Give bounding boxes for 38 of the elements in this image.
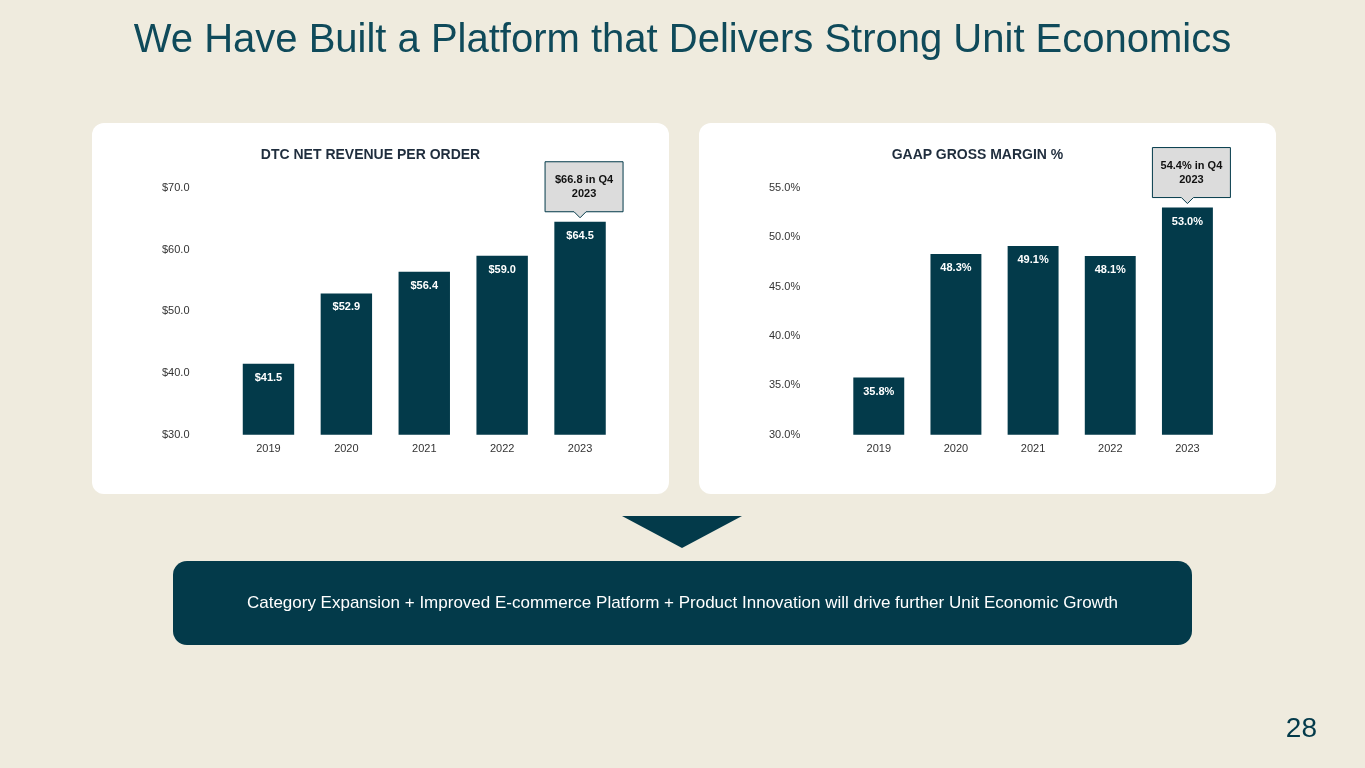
- data-label: $52.9: [332, 300, 361, 313]
- x-tick-label: 2020: [943, 442, 969, 455]
- data-label: $59.0: [488, 262, 516, 275]
- y-tick-label: 45.0%: [768, 279, 801, 292]
- y-tick-label: $60.0: [162, 242, 190, 255]
- data-label: $56.4: [410, 278, 439, 291]
- y-tick-label: $70.0: [162, 180, 190, 193]
- y-tick-label: 30.0%: [768, 427, 801, 440]
- x-tick-label: 2021: [1020, 442, 1046, 455]
- y-tick-label: 55.0%: [768, 180, 801, 193]
- annotation: 54.4% in Q4 2023: [1160, 158, 1224, 185]
- x-tick-label: 2023: [1175, 442, 1200, 455]
- data-label: 53.0%: [1171, 214, 1204, 227]
- data-label: 49.1%: [1017, 253, 1049, 266]
- y-tick-label: $30.0: [162, 427, 190, 440]
- data-label: $64.5: [566, 228, 594, 241]
- x-tick-label: 2021: [412, 442, 437, 455]
- y-tick-label: $40.0: [162, 366, 190, 379]
- annotation: $66.8 in Q4 2023: [555, 172, 614, 199]
- text: We Have Built a Platform that Delivers Strong Unit Economics: [132, 16, 1233, 61]
- x-tick-label: 2023: [567, 442, 593, 455]
- x-tick-label: 2020: [334, 442, 359, 455]
- data-label: $41.5: [254, 370, 283, 383]
- x-tick-label: 2019: [256, 442, 281, 455]
- y-tick-label: 35.0%: [768, 378, 801, 391]
- data-label: 48.3%: [940, 261, 972, 274]
- data-label: 48.1%: [1094, 263, 1127, 275]
- x-tick-label: 2019: [866, 442, 892, 455]
- y-tick-label: $50.0: [162, 304, 190, 317]
- x-tick-label: 2022: [1098, 442, 1123, 455]
- chart-title: DTC NET REVENUE PER ORDER: [260, 146, 481, 163]
- chart-title: GAAP GROSS MARGIN %: [891, 146, 1064, 163]
- text: Category Expansion + Improved E-commerce Platform + Product Innovation will drive further Unit Economic Growth: [173, 561, 1192, 645]
- data-label: 35.8%: [863, 384, 895, 397]
- y-tick-label: 50.0%: [768, 230, 801, 243]
- x-tick-label: 2022: [489, 442, 515, 455]
- y-tick-label: 40.0%: [768, 329, 801, 342]
- text: 28: [1285, 712, 1317, 744]
